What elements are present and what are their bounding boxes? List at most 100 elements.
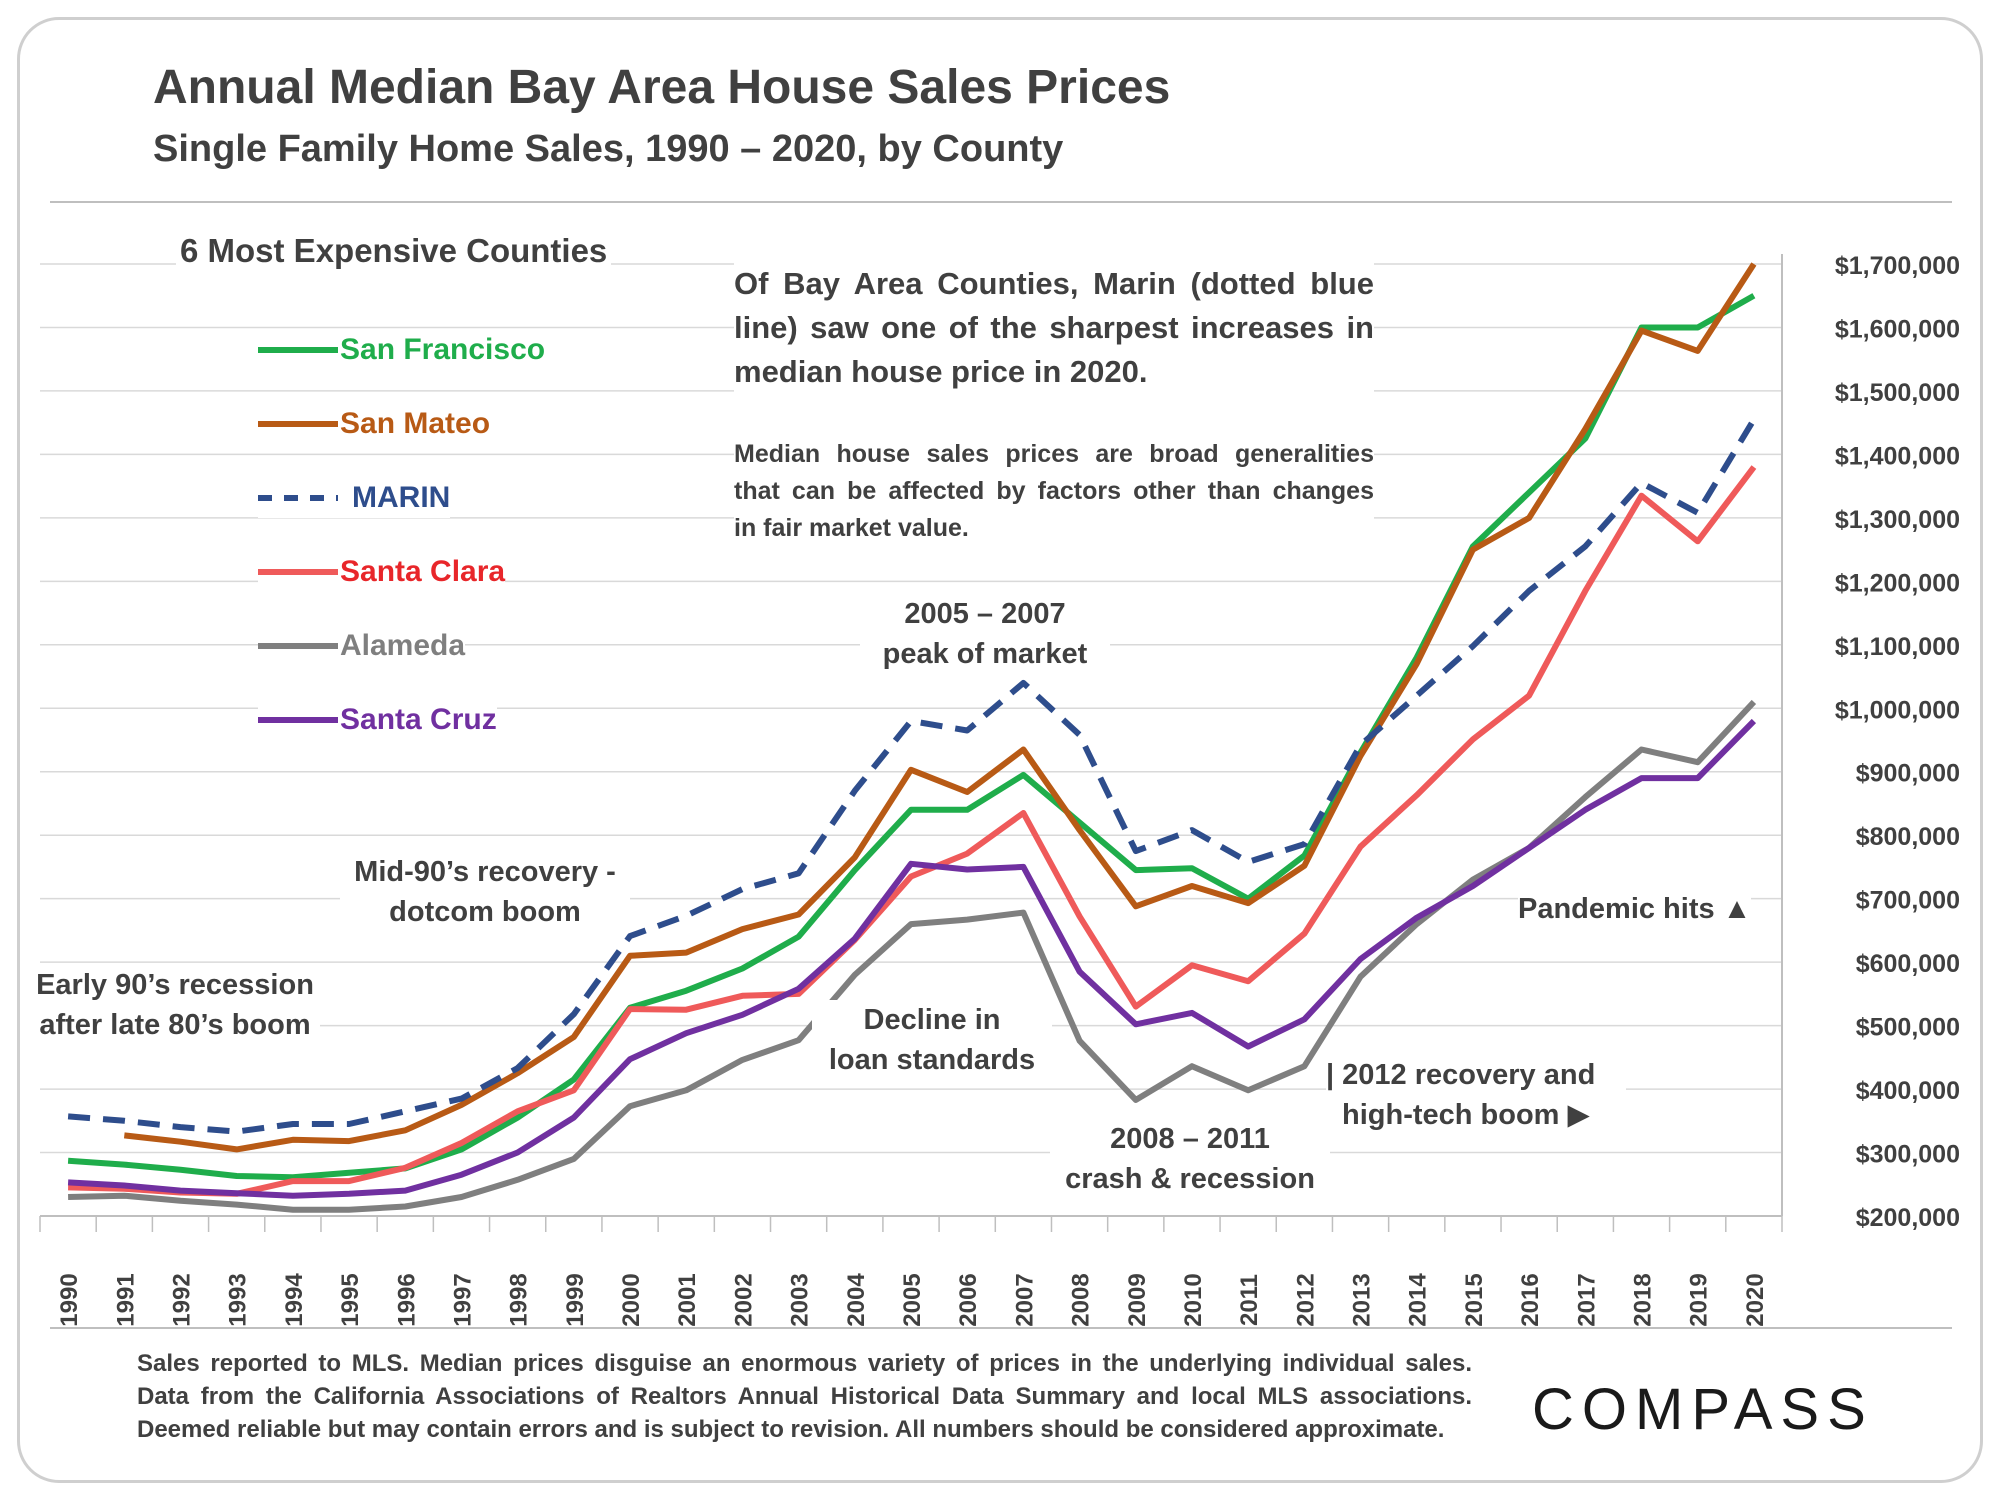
y-tick-label: $900,000 <box>1856 760 1960 788</box>
x-tick-label: 2011 <box>1236 1274 1263 1326</box>
x-tick-label: 2003 <box>787 1273 814 1326</box>
x-tick-label: 2016 <box>1517 1273 1544 1326</box>
y-tick-label: $1,000,000 <box>1835 696 1960 724</box>
callout-line: median house price in 2020. <box>734 354 1148 389</box>
legend-item-san-mateo: San Mateo <box>258 404 491 444</box>
annotation-line: | 2012 recovery and <box>1326 1059 1596 1091</box>
x-tick-label: 2019 <box>1686 1273 1713 1326</box>
annotation-decline: Decline in loan standards <box>812 1000 1052 1080</box>
legend-label: San Francisco <box>340 333 546 366</box>
legend-swatch <box>258 421 338 427</box>
annotation-line: dotcom boom <box>389 896 581 928</box>
x-tick-label: 2007 <box>1011 1273 1038 1326</box>
x-tick-label: 1999 <box>562 1273 589 1326</box>
y-tick-label: $1,600,000 <box>1835 315 1960 343</box>
series-line-san-mateo <box>123 262 1757 1153</box>
y-tick-label: $1,700,000 <box>1835 252 1960 280</box>
x-tick-label: 2015 <box>1461 1273 1488 1326</box>
y-tick-label: $1,400,000 <box>1835 442 1960 470</box>
marin-callout: Of Bay Area Counties, Marin (dotted blue… <box>734 262 1374 394</box>
annotation-line: Mid-90’s recovery - <box>354 856 616 888</box>
x-tick-labels: 1990 1991 1992 1993 1994 1995 1996 1997 1998 1999… <box>56 1273 1769 1327</box>
annotation-line: peak of market <box>882 638 1088 670</box>
x-tick-label: 2010 <box>1180 1273 1207 1326</box>
x-tick-label: 2001 <box>674 1273 701 1326</box>
y-tick-label: $400,000 <box>1856 1077 1960 1105</box>
header-divider <box>50 201 1952 203</box>
footnote: Sales reported to MLS. Median prices dis… <box>137 1347 1472 1446</box>
annotation-line: Early 90’s recession <box>36 969 314 1001</box>
x-tick-label: 2009 <box>1124 1273 1151 1326</box>
callout-line: line) saw one of the sharpest increases … <box>734 310 1374 345</box>
legend-label: Santa Cruz <box>340 703 497 736</box>
x-tick-label: 2014 <box>1405 1273 1432 1327</box>
footnote-line: Deemed reliable but may contain errors a… <box>137 1416 1445 1443</box>
y-tick-labels: $200,000 $300,000 $400,000 $500,000 $600,000… <box>1835 252 1960 1232</box>
annotation-recovery: | 2012 recovery and high-tech boom ▶ <box>1326 1055 1626 1135</box>
chart-subtitle: Single Family Home Sales, 1990 – 2020, b… <box>153 128 1064 170</box>
x-tick-label: 1996 <box>393 1273 420 1326</box>
series-line-alameda <box>68 699 1757 1213</box>
x-tick-label: 1993 <box>225 1273 252 1326</box>
x-tick-label: 2006 <box>955 1273 982 1326</box>
series-line-santa-cruz <box>67 718 1757 1199</box>
annotation-early-90s: Early 90’s recession after late 80’s boo… <box>30 965 320 1045</box>
x-tick-label: 1997 <box>449 1273 476 1326</box>
x-tick-label: 1992 <box>168 1273 195 1326</box>
y-tick-label: $1,200,000 <box>1835 569 1960 597</box>
axes <box>39 254 1783 1232</box>
x-tick-label: 2008 <box>1068 1273 1095 1326</box>
legend-item-san-francisco: San Francisco <box>258 330 546 370</box>
annotation-line: loan standards <box>828 1044 1036 1076</box>
legend-swatch <box>258 569 338 575</box>
footnote-line: Sales reported to MLS. Median prices dis… <box>137 1350 1472 1377</box>
legend-item-marin: MARIN <box>258 478 451 518</box>
legend-item-alameda: Alameda <box>258 626 466 666</box>
x-tick-label: 1995 <box>337 1273 364 1326</box>
x-tick-label: 2013 <box>1349 1273 1376 1326</box>
series-line-santa-clara <box>68 465 1757 1197</box>
note-line: in fair market value. <box>734 514 969 542</box>
note-line: that can be affected by factors other th… <box>734 477 1374 505</box>
y-tick-label: $1,300,000 <box>1835 506 1960 534</box>
legend-swatch <box>258 495 338 501</box>
y-tick-label: $1,500,000 <box>1835 379 1960 407</box>
legend-title: 6 Most Expensive Counties <box>176 232 612 270</box>
y-tick-label: $300,000 <box>1856 1141 1960 1169</box>
y-tick-label: $600,000 <box>1856 950 1960 978</box>
footnote-line: Data from the California Associations of… <box>137 1383 1472 1410</box>
x-tick-label: 1991 <box>112 1273 139 1326</box>
annotation-line: 2005 – 2007 <box>904 598 1066 630</box>
x-tick-label: 2005 <box>899 1273 926 1326</box>
callout-line: Of Bay Area Counties, Marin (dotted blue <box>734 266 1374 301</box>
legend-swatch <box>258 717 338 723</box>
legend-swatch <box>258 643 338 649</box>
x-tick-label: 2020 <box>1742 1273 1769 1326</box>
x-tick-label: 2004 <box>843 1273 870 1327</box>
legend-label: MARIN <box>352 481 451 514</box>
annotation-line: after late 80’s boom <box>39 1009 311 1041</box>
x-tick-label: 1998 <box>506 1273 533 1326</box>
legend-item-santa-cruz: Santa Cruz <box>258 700 497 740</box>
compass-logo: COMPASS <box>1532 1377 1874 1442</box>
legend-label: Alameda <box>340 629 466 662</box>
y-tick-label: $700,000 <box>1856 887 1960 915</box>
y-tick-label: $1,100,000 <box>1835 633 1960 661</box>
x-tick-label: 2012 <box>1292 1273 1319 1326</box>
annotation-line: high-tech boom ▶ <box>1342 1099 1590 1131</box>
annotation-pandemic: Pandemic hits ▲ <box>1518 893 1752 926</box>
y-tick-label: $200,000 <box>1856 1204 1960 1232</box>
annotation-mid-90s: Mid-90’s recovery - dotcom boom <box>340 852 630 932</box>
legend-label: Santa Clara <box>340 555 506 588</box>
series-line-marin <box>67 417 1757 1135</box>
annotation-line: 2008 – 2011 <box>1110 1123 1270 1155</box>
annotation-peak: 2005 – 2007 peak of market <box>860 594 1110 674</box>
annotation-line: crash & recession <box>1065 1163 1315 1195</box>
x-tick-label: 1994 <box>281 1273 308 1327</box>
chart-title: Annual Median Bay Area House Sales Price… <box>153 61 1171 114</box>
x-tick-label: 1990 <box>56 1273 83 1326</box>
disclaimer-callout: Median house sales prices are broad gene… <box>734 436 1374 547</box>
series-lines <box>67 262 1757 1213</box>
legend-swatch <box>258 347 338 353</box>
